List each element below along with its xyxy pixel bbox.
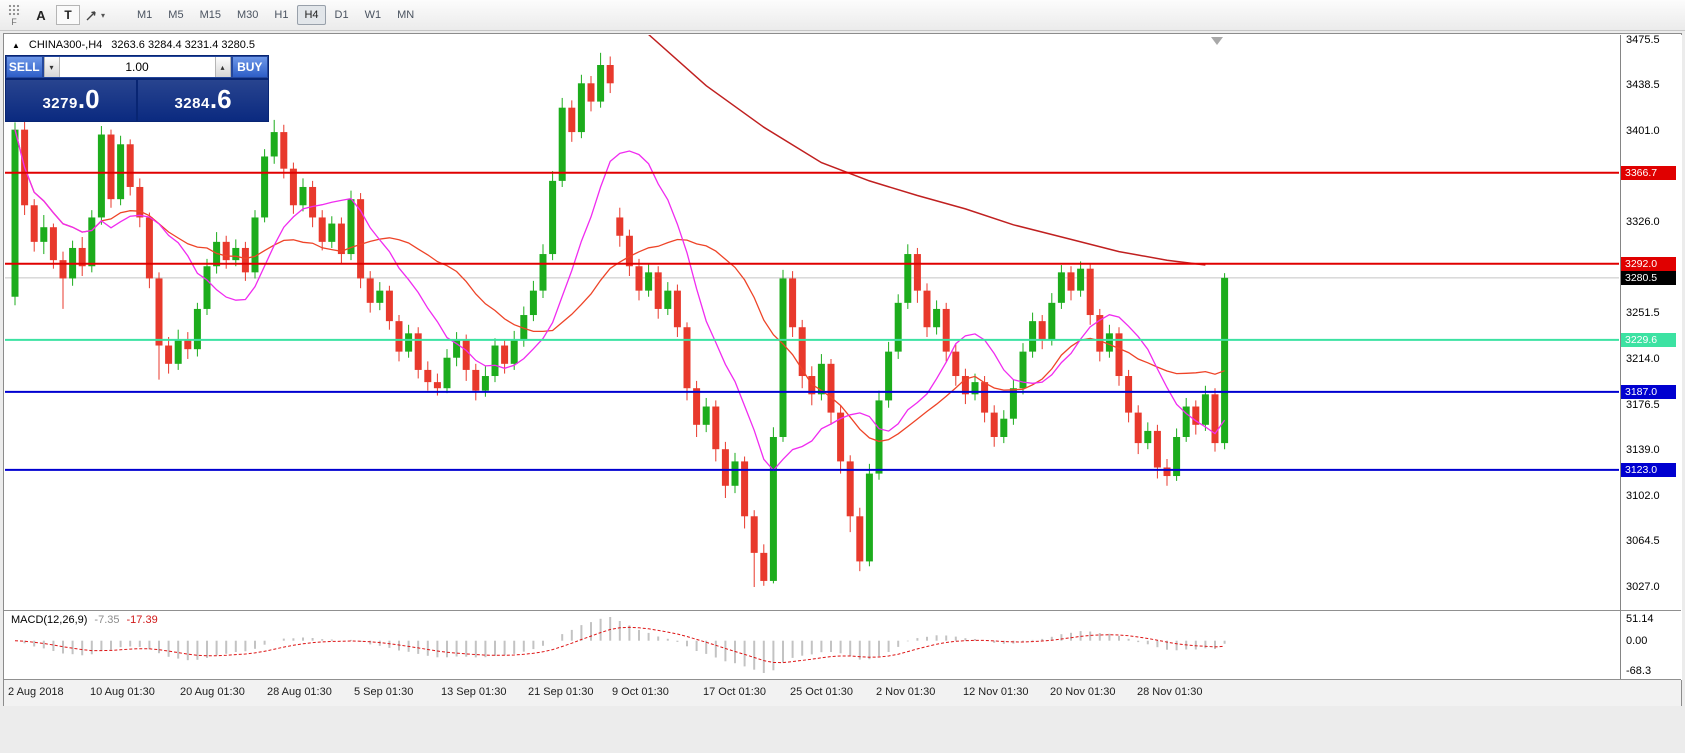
macd-main-value: -7.35: [94, 614, 120, 626]
macd-chart: [14, 617, 1226, 673]
timeframe-button-M30[interactable]: M30: [230, 5, 265, 25]
price-badge-3280.5: 3280.5: [1621, 270, 1676, 285]
sell-price-display[interactable]: 3279.0: [6, 80, 136, 121]
collapse-triangle-icon[interactable]: ▲: [12, 40, 20, 50]
toolbar: F A T ▾ M1 M5 M15 M30 H1 H4 D1 W1 MN: [0, 0, 1685, 31]
time-label: 20 Aug 01:30: [180, 686, 245, 698]
time-label: 9 Oct 01:30: [612, 686, 669, 698]
chart-window: ▲ CHINA300-,H4 3263.6 3284.4 3231.4 3280…: [3, 33, 1682, 706]
time-label: 10 Aug 01:30: [90, 686, 155, 698]
chevron-down-icon: ▾: [100, 10, 105, 20]
time-axis[interactable]: 2 Aug 2018 10 Aug 01:30 20 Aug 01:30 28 Aug…: [4, 679, 1681, 706]
price-tick: 3438.5: [1626, 79, 1660, 92]
chart-title: ▲ CHINA300-,H4 3263.6 3284.4 3231.4 3280…: [12, 39, 255, 51]
trade-panel-prices: 3279.0 3284.6: [6, 80, 268, 121]
volume-decrease-button[interactable]: ▾: [43, 57, 60, 77]
timeframe-button-M5[interactable]: M5: [161, 5, 190, 25]
ma-slow-line: [648, 35, 1206, 266]
buy-price-frac: .6: [209, 84, 232, 114]
grip-label: F: [11, 16, 17, 27]
sell-button[interactable]: SELL: [6, 56, 43, 78]
one-click-trading-panel: SELL ▾ ▴ BUY 3279.0 3284.6: [5, 55, 269, 122]
text-label-tool-button[interactable]: A: [28, 4, 54, 26]
ma-fast-line: [14, 129, 1226, 472]
volume-increase-button[interactable]: ▴: [214, 57, 231, 77]
trade-panel-controls: SELL ▾ ▴ BUY: [6, 56, 268, 78]
timeframe-group: M1 M5 M15 M30 H1 H4 D1 W1 MN: [130, 5, 421, 25]
indicator-separator[interactable]: [4, 610, 1681, 611]
price-tick: 3176.5: [1626, 398, 1660, 411]
chart-shift-marker-icon[interactable]: [1211, 37, 1223, 45]
buy-price-main: 3284: [174, 95, 210, 112]
macd-axis-label: 0.00: [1626, 634, 1648, 647]
price-badge-3229.6: 3229.6: [1621, 332, 1676, 347]
volume-input[interactable]: [59, 57, 215, 77]
time-label: 2 Aug 2018: [8, 686, 64, 698]
time-label: 25 Oct 01:30: [790, 686, 853, 698]
buy-price-display[interactable]: 3284.6: [138, 80, 268, 121]
macd-histogram: [23, 617, 1226, 673]
price-badge-3292.0: 3292.0: [1621, 256, 1676, 271]
time-label: 2 Nov 01:30: [876, 686, 936, 698]
volume-stepper: ▾ ▴: [42, 56, 232, 78]
price-axis[interactable]: 3475.5 3438.5 3401.0 3326.0 3251.5 3214.0 3176…: [1620, 34, 1682, 680]
timeframe-button-H4[interactable]: H4: [297, 5, 326, 25]
chart-plot-area[interactable]: ▲ CHINA300-,H4 3263.6 3284.4 3231.4 3280…: [5, 35, 1619, 608]
price-tick: 3326.0: [1626, 216, 1660, 229]
price-tick: 3475.5: [1626, 34, 1660, 47]
timeframe-button-MN[interactable]: MN: [390, 5, 421, 25]
sell-price-main: 3279: [42, 95, 78, 112]
ma-mid-line: [14, 129, 1225, 443]
price-tick: 3027.0: [1626, 581, 1660, 594]
timeframe-button-M15[interactable]: M15: [193, 5, 228, 25]
time-label: 21 Sep 01:30: [528, 686, 594, 698]
chart-symbol-label: CHINA300-,H4: [28, 39, 103, 51]
price-tick: 3102.0: [1626, 489, 1660, 502]
arrow-tool-icon: [86, 10, 96, 20]
timeframe-button-H1[interactable]: H1: [267, 5, 295, 25]
price-tick: 3214.0: [1626, 352, 1660, 365]
cursor-tool-dropdown[interactable]: ▾: [82, 4, 108, 26]
buy-button[interactable]: BUY: [231, 56, 268, 78]
time-label: 28 Nov 01:30: [1137, 686, 1203, 698]
time-label: 20 Nov 01:30: [1050, 686, 1116, 698]
toolbar-drag-handle[interactable]: F: [5, 3, 23, 27]
price-tick: 3251.5: [1626, 307, 1660, 320]
macd-signal-line: [14, 626, 1225, 664]
macd-axis-label: -68.3: [1626, 665, 1652, 677]
macd-axis-label: 51.14: [1626, 613, 1654, 625]
macd-panel[interactable]: MACD(12,26,9) -7.35 -17.39: [5, 612, 1619, 678]
price-badge-3187.0: 3187.0: [1621, 384, 1676, 399]
macd-label: MACD(12,26,9) -7.35 -17.39: [11, 614, 158, 626]
time-label: 28 Aug 01:30: [267, 686, 332, 698]
timeframe-button-D1[interactable]: D1: [328, 5, 356, 25]
price-badge-3123.0: 3123.0: [1621, 462, 1676, 477]
time-label: 17 Oct 01:30: [703, 686, 766, 698]
candlestick-chart: [5, 35, 1619, 588]
drag-dots-icon: [7, 3, 21, 17]
timeframe-button-W1[interactable]: W1: [358, 5, 389, 25]
chart-ohlc-label: 3263.6 3284.4 3231.4 3280.5: [111, 39, 256, 51]
candlestick-series: [11, 52, 1229, 588]
time-label: 5 Sep 01:30: [354, 686, 414, 698]
time-label: 12 Nov 01:30: [963, 686, 1029, 698]
price-badge-3366.7: 3366.7: [1621, 165, 1676, 180]
timeframe-button-M1[interactable]: M1: [130, 5, 159, 25]
macd-name: MACD(12,26,9): [11, 614, 88, 626]
price-tick: 3064.5: [1626, 535, 1660, 548]
sell-price-frac: .0: [77, 84, 100, 114]
text-tool-button[interactable]: T: [56, 5, 80, 25]
price-tick: 3139.0: [1626, 444, 1660, 457]
time-label: 13 Sep 01:30: [441, 686, 507, 698]
price-tick: 3401.0: [1626, 124, 1660, 137]
macd-signal-value: -17.39: [126, 614, 158, 626]
